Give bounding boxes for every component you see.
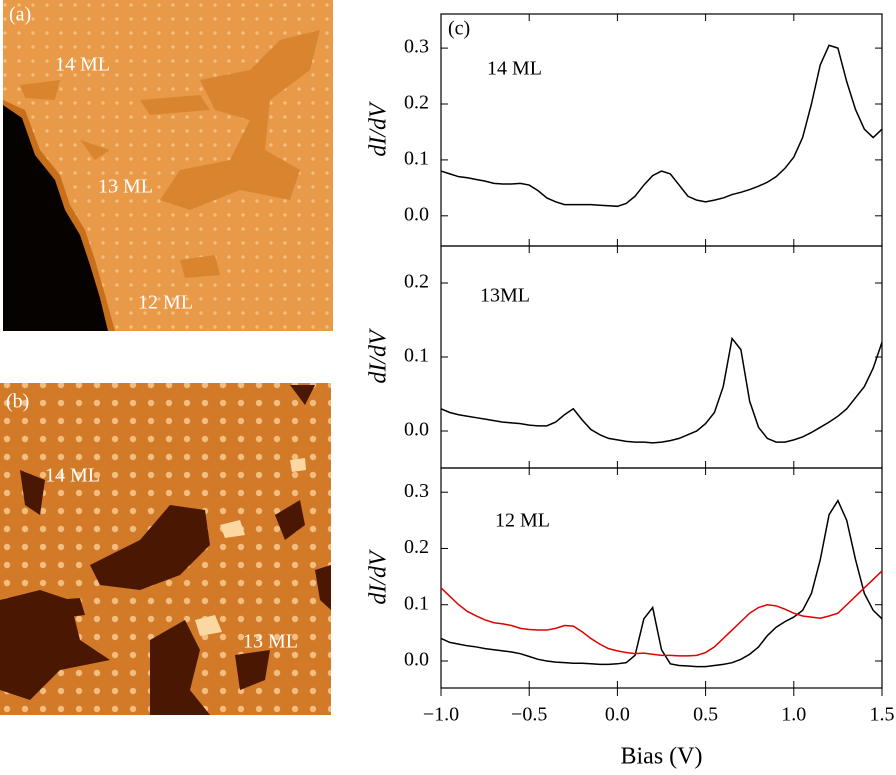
y-axis-label: dI/dV — [366, 328, 392, 384]
lower-terrace — [150, 620, 210, 715]
y-tick-label: 0.1 — [404, 148, 429, 170]
spectrum-line — [440, 570, 883, 657]
x-tick-label: 0.0 — [605, 704, 630, 726]
annotation: (c) — [448, 18, 470, 40]
annotation: 14 ML — [487, 58, 542, 80]
y-tick-label: 0.0 — [404, 203, 429, 225]
lower-terrace — [90, 505, 210, 590]
y-tick-label: 0.3 — [404, 480, 429, 502]
panel-label: (b) — [6, 391, 29, 413]
image-annotation: 14 ML — [45, 465, 100, 487]
x-tick-label: 1.0 — [781, 704, 806, 726]
y-tick-label: 0.2 — [404, 271, 429, 293]
lower-terrace — [3, 105, 108, 331]
x-tick-label: 1.5 — [870, 704, 895, 726]
y-tick-label: 0.0 — [404, 649, 429, 671]
y-tick-label: 0.1 — [404, 592, 429, 614]
y-tick-label: 0.0 — [404, 419, 429, 441]
lower-terrace — [0, 590, 110, 700]
x-tick-label: −1.0 — [423, 704, 459, 726]
annotation: 13ML — [480, 285, 530, 307]
image-annotation: 12 ML — [138, 292, 193, 314]
spectrum-line — [440, 336, 883, 444]
y-axis-label: dI/dV — [366, 101, 392, 157]
y-tick-label: 0.1 — [404, 345, 429, 367]
annotation: 12 ML — [495, 510, 550, 532]
adatom-cluster — [195, 458, 306, 636]
y-tick-label: 0.2 — [404, 536, 429, 558]
plot-frame — [440, 467, 883, 689]
spectrum-line — [440, 44, 883, 208]
image-annotation: 14 ML — [55, 54, 110, 76]
spectrum-panel: 0.0 0.1 0.2 0.3 dI/dV (c) 14 ML — [366, 13, 883, 247]
spectrum-line — [440, 499, 883, 668]
image-annotation: 13 ML — [243, 631, 298, 653]
stm-image-a: (a) 14 ML 13 ML 12 ML — [3, 0, 333, 331]
spectrum-panel: 0.0 0.1 0.2 dI/dV 13ML — [366, 245, 883, 469]
y-axis-label: dI/dV — [366, 549, 392, 605]
image-annotation: 13 ML — [98, 176, 153, 198]
plot-frame — [440, 13, 883, 247]
x-axis-label: Bias (V) — [621, 744, 703, 770]
plot-frame — [440, 245, 883, 469]
terrace-island — [20, 80, 220, 278]
y-tick-label: 0.3 — [404, 36, 429, 58]
panel-label: (a) — [9, 4, 31, 26]
stm-image-b: (b) 14 ML 13 ML — [0, 383, 331, 715]
x-tick-label: −0.5 — [511, 704, 547, 726]
y-tick-label: 0.2 — [404, 92, 429, 114]
spectrum-panel: 0.0 0.1 0.2 0.3 −1.0 −0.5 0.0 0.5 1.0 1.5 dI/dV Bia… — [366, 467, 895, 770]
terrace-island — [160, 30, 320, 210]
x-tick-label: 0.5 — [693, 704, 718, 726]
